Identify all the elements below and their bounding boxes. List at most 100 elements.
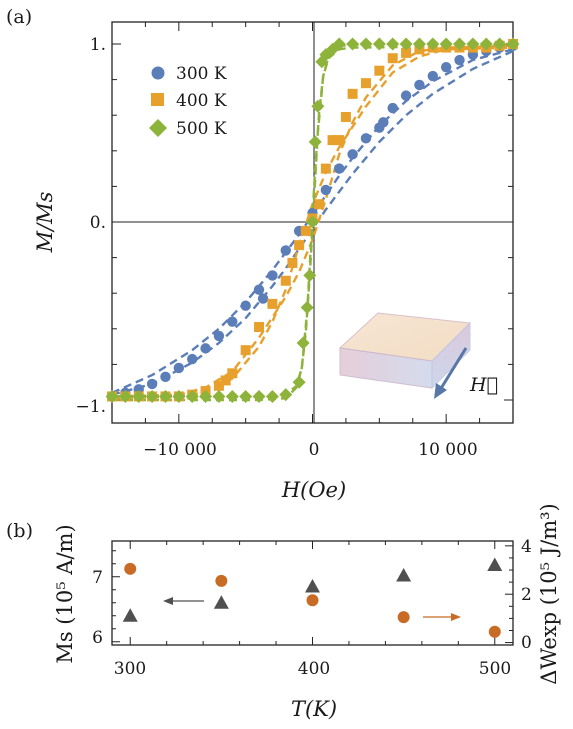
b-y-axis-label: Ms (10⁵ A/m) (53, 524, 77, 663)
point-500k (145, 389, 159, 403)
point-500k (185, 389, 199, 403)
point-300k (280, 245, 291, 256)
point-500k (303, 268, 317, 282)
b-xtick-label-300: 300 (114, 659, 146, 679)
point-400k (320, 163, 331, 174)
point-500k (105, 389, 119, 403)
point-400k (387, 53, 398, 64)
point-300k (146, 378, 158, 390)
point-300k (187, 353, 198, 365)
point-300k (257, 293, 269, 304)
a-legend: 300 K 400 K 500 K (149, 64, 227, 139)
film-slab-inset: H⃗ (338, 312, 498, 399)
point-400k (220, 375, 231, 386)
point-500k (118, 389, 132, 403)
point-300k (454, 54, 465, 66)
point-500k (306, 215, 319, 229)
panel-b-ticks (112, 541, 513, 645)
point-400k (401, 47, 412, 58)
point-300k (240, 300, 251, 311)
point-500k (359, 37, 373, 51)
point-300k (360, 133, 372, 144)
a-ytick-label-2: 1. (90, 35, 106, 55)
point-500k (308, 135, 322, 149)
b-ytick-label-7: 7 (92, 568, 103, 588)
point-500k (332, 37, 346, 51)
panel-a-label: (a) (6, 6, 32, 28)
point-400k (327, 135, 338, 146)
point-400k (347, 88, 358, 99)
point-ms (487, 557, 503, 572)
point-400k (287, 257, 298, 268)
branch-curve-up-400k (111, 44, 514, 398)
point-400k (280, 275, 291, 286)
point-500k (199, 389, 213, 403)
point-400k (267, 298, 278, 309)
point-500k (311, 99, 325, 113)
point-300k (347, 149, 358, 160)
point-400k (314, 199, 325, 210)
point-500k (386, 37, 400, 51)
b-x-axis-label: T(K) (291, 697, 337, 721)
legend-marker-500k (149, 119, 167, 137)
point-300k (160, 371, 171, 383)
point-300k (378, 117, 389, 128)
point-500k (506, 37, 520, 51)
b-xtick-label-400: 400 (298, 659, 330, 679)
b-y2-axis-label: ΔWexp (10⁵ J/m³) (537, 503, 561, 684)
legend-label-300k: 300 K (176, 64, 227, 84)
legend-label-500k: 500 K (176, 119, 227, 139)
point-500k (372, 37, 386, 51)
field-arrow-head (434, 383, 447, 399)
dw-axis-arrow-head (451, 613, 461, 621)
panel-b-frame (111, 540, 514, 646)
point-delta-w (124, 562, 137, 575)
point-500k (265, 389, 279, 403)
point-300k (320, 184, 332, 196)
point-400k (294, 240, 305, 251)
b-y2tick-label-2: 2 (521, 585, 532, 605)
a-y-axis-label: M/Ms (33, 191, 57, 253)
point-300k (200, 343, 211, 354)
point-400k (334, 135, 345, 146)
panel-b-label: (b) (6, 520, 33, 542)
point-300k (253, 284, 265, 295)
legend-marker-300k (151, 66, 165, 80)
point-ms (122, 608, 138, 622)
point-400k (300, 225, 311, 236)
legend-marker-400k (151, 93, 164, 106)
point-300k (334, 163, 345, 174)
point-ms (213, 595, 229, 609)
point-500k (426, 37, 440, 51)
point-400k (227, 368, 238, 379)
point-300k (440, 61, 452, 73)
point-400k (240, 345, 251, 356)
b-xtick-label-500: 500 (479, 659, 511, 679)
point-500k (412, 37, 426, 51)
point-500k (493, 37, 507, 51)
point-500k (292, 375, 306, 389)
a-xtick-label-2: 10 000 (418, 440, 477, 460)
b-y2tick-label-4: 4 (521, 537, 532, 557)
point-400k (213, 380, 224, 391)
point-500k (300, 300, 314, 314)
point-300k (400, 90, 412, 101)
a-xtick-label-0: −10 000 (143, 440, 217, 460)
point-400k (254, 322, 265, 333)
point-delta-w (397, 611, 410, 624)
point-400k (360, 78, 371, 89)
point-400k (340, 111, 351, 122)
point-500k (225, 389, 239, 403)
point-500k (158, 389, 172, 403)
slab-right-face (431, 321, 471, 390)
legend-label-400k: 400 K (176, 91, 227, 111)
ms-axis-arrow-head (163, 597, 173, 605)
panel-a-points (105, 37, 520, 403)
point-ms (305, 579, 320, 593)
point-500k (479, 37, 493, 51)
point-500k (252, 389, 266, 403)
panel-b: 300 400 500 6 7 0 2 4 T(K) Ms (10⁵ A/m) … (53, 503, 561, 721)
a-ytick-label-0: −1. (76, 397, 106, 417)
a-ytick-label-1: 0. (90, 213, 106, 233)
